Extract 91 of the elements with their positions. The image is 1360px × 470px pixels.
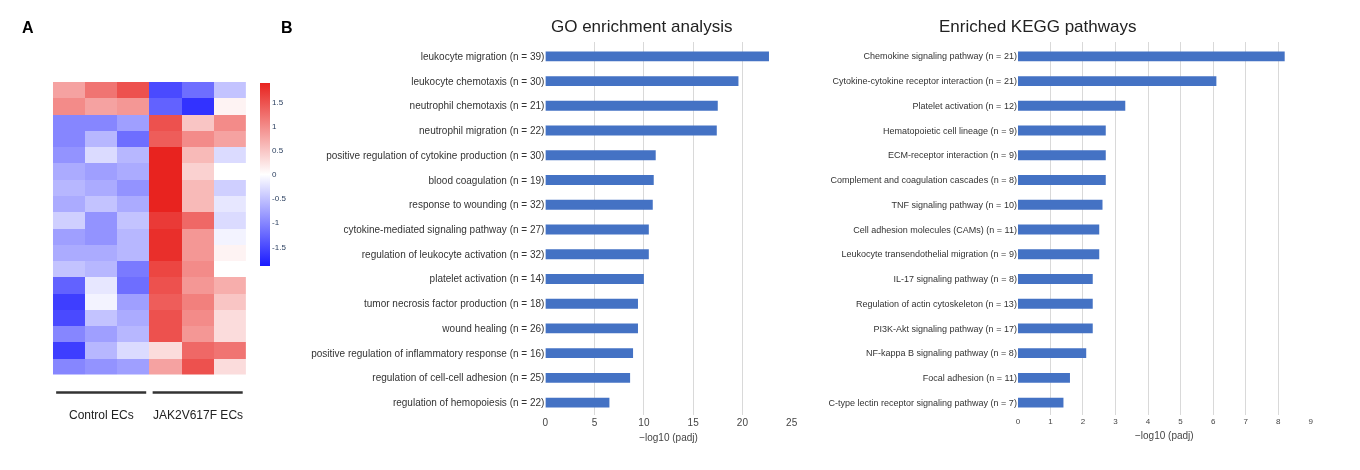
y-tick-label: PI3K-Akt signaling pathway (n = 17)	[873, 323, 1017, 334]
color-bar-label: 1.5	[272, 98, 284, 108]
text: JAK2V617F ECs	[153, 408, 244, 422]
bar	[1017, 100, 1126, 111]
x-tick-label: 5	[1178, 417, 1184, 426]
y-tick-label: tumor necrosis factor production (n = 18)	[364, 298, 545, 310]
x-tick-label: 1	[1048, 417, 1054, 426]
y-tick-label: Chemokine signaling pathway (n = 21)	[863, 51, 1017, 62]
x-tick-label: 15	[687, 417, 700, 428]
y-tick-label: blood coagulation (n = 19)	[428, 174, 545, 186]
color-bar-label: 0	[272, 170, 278, 180]
bar	[545, 348, 634, 359]
bar	[1017, 76, 1217, 87]
bar	[1017, 298, 1093, 309]
y-tick-label: Complement and coagulation cascades (n = 8)	[830, 175, 1017, 186]
color-bar-label: 0.5	[272, 146, 284, 156]
bar	[545, 150, 656, 161]
bar	[545, 274, 644, 284]
y-tick-label: response to wounding (n = 32)	[409, 199, 545, 211]
bar	[1017, 224, 1100, 235]
bar	[545, 125, 717, 136]
x-tick-label: 3	[1113, 417, 1119, 426]
bar	[1017, 397, 1064, 408]
y-tick-label: Leukocyte transendothelial migration (n = 9)	[841, 249, 1017, 260]
x-tick-label: 20	[736, 417, 749, 428]
y-tick-label: neutrophil migration (n = 22)	[419, 125, 545, 137]
color-bar-label: -1.5	[272, 242, 287, 252]
color-bar-label: 1	[272, 122, 278, 132]
chart-title: GO enrichment analysis	[551, 17, 733, 36]
bar	[1017, 150, 1106, 161]
y-tick-label: Cell adhesion molecules (CAMs) (n = 11)	[853, 224, 1017, 235]
bar	[1017, 51, 1285, 62]
x-tick-label: 5	[591, 417, 598, 428]
y-tick-label: positive regulation of inflammatory response (n = 16)	[311, 347, 545, 359]
y-tick-label: regulation of leukocyte activation (n = 32)	[361, 248, 545, 260]
y-tick-label: Platelet activation (n = 12)	[912, 100, 1017, 111]
bar	[1017, 249, 1100, 260]
bar	[545, 51, 769, 62]
y-tick-label: neutrophil chemotaxis (n = 21)	[409, 100, 545, 112]
bar	[545, 372, 631, 383]
x-tick-label: 8	[1275, 417, 1281, 426]
bar	[545, 249, 649, 260]
y-tick-label: Hematopoietic cell lineage (n = 9)	[883, 125, 1017, 136]
x-tick-label: 9	[1308, 417, 1314, 426]
y-tick-label: regulation of hemopoiesis (n = 22)	[392, 397, 545, 409]
bar	[545, 199, 653, 210]
chart-title: Enriched KEGG pathways	[939, 17, 1137, 36]
bar	[1017, 348, 1087, 359]
x-tick-label: 0	[542, 417, 549, 428]
bar	[1017, 175, 1106, 185]
y-tick-label: cytokine-mediated signaling pathway (n = 27)	[343, 223, 545, 235]
y-tick-label: TNF signaling pathway (n = 10)	[891, 199, 1017, 210]
color-bar-label: -0.5	[272, 194, 287, 204]
bar	[545, 175, 654, 185]
x-axis-title: −log10 (padj)	[639, 431, 698, 443]
y-tick-label: leukocyte chemotaxis (n = 30)	[411, 75, 545, 87]
y-tick-label: wound healing (n = 26)	[441, 322, 545, 334]
x-tick-label: 2	[1080, 417, 1086, 426]
text: B	[281, 19, 293, 36]
x-tick-label: 25	[786, 417, 798, 428]
bar	[1017, 372, 1070, 383]
y-tick-label: NF-kappa B signaling pathway (n = 8)	[866, 348, 1017, 359]
y-tick-label: C-type lectin receptor signaling pathway (n = 7)	[828, 397, 1017, 408]
x-tick-label: 6	[1210, 417, 1216, 426]
x-tick-label: 7	[1243, 417, 1249, 426]
x-tick-label: 10	[638, 417, 650, 428]
y-tick-label: platelet activation (n = 14)	[429, 273, 545, 285]
color-bar-label: -1	[272, 218, 280, 228]
x-tick-label: 0	[1015, 417, 1021, 426]
y-tick-label: Focal adhesion (n = 11)	[922, 373, 1017, 384]
bar	[1017, 274, 1093, 284]
y-tick-label: Cytokine-cytokine receptor interaction (n = 21)	[832, 76, 1017, 87]
y-tick-label: ECM-receptor interaction (n = 9)	[888, 150, 1017, 161]
y-tick-label: Regulation of actin cytoskeleton (n = 13)	[856, 298, 1017, 309]
y-tick-label: regulation of cell-cell adhesion (n = 25)	[372, 372, 545, 384]
y-tick-label: IL-17 signaling pathway (n = 8)	[893, 274, 1017, 285]
text: A	[22, 19, 34, 36]
bar	[545, 298, 638, 309]
x-tick-label: 4	[1145, 417, 1151, 426]
bar	[545, 323, 638, 334]
bar	[545, 397, 610, 408]
bar	[1017, 199, 1103, 210]
bar	[545, 76, 739, 87]
bar	[545, 224, 649, 235]
x-axis-title: −log10 (padj)	[1134, 429, 1194, 441]
bar	[545, 100, 718, 111]
y-tick-label: leukocyte migration (n = 39)	[420, 50, 545, 62]
bar	[1017, 125, 1106, 136]
bar	[1017, 323, 1093, 334]
text: Control ECs	[69, 408, 134, 422]
y-tick-label: positive regulation of cytokine production (n = 30)	[326, 149, 545, 161]
